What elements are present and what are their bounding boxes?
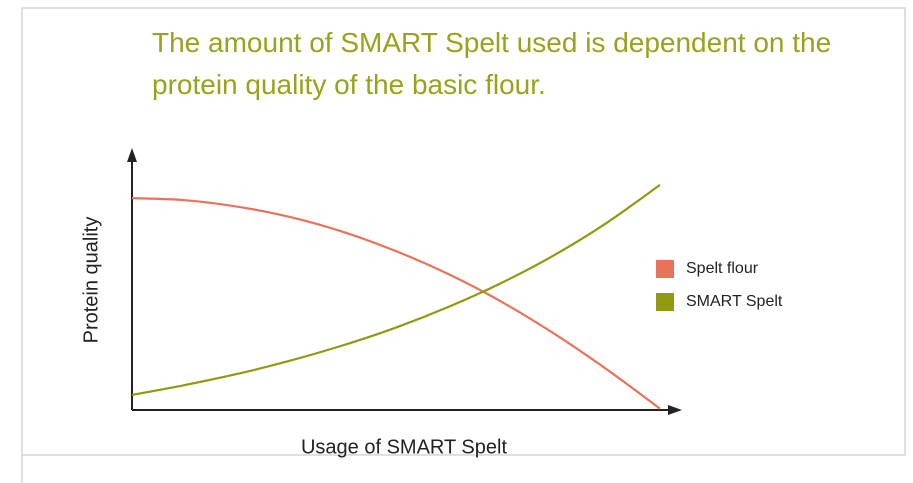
x-axis-label: Usage of SMART Spelt [301,436,507,458]
line [131,197,661,410]
chart-title: The amount of SMART Spelt used is depend… [152,27,832,100]
x-axis-arrow [668,405,682,415]
frame [21,7,906,456]
legend-swatch [656,293,674,311]
y-axis-arrow [127,148,137,162]
legend-label: SMART Spelt [686,293,783,310]
line [131,183,661,397]
legend-label: Spelt flour [686,260,759,277]
legend-swatch [656,260,674,278]
y-axis-label: Protein quality [80,217,102,344]
